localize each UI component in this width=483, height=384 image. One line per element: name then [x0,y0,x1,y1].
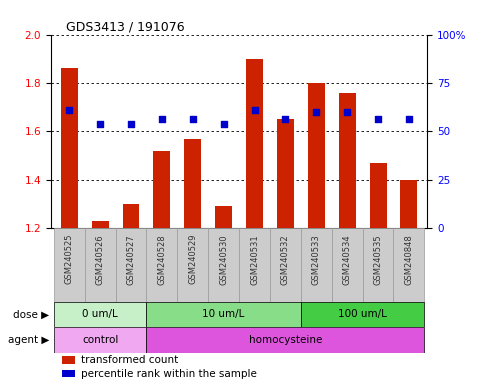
FancyBboxPatch shape [301,228,332,302]
Point [65,106,73,113]
FancyBboxPatch shape [363,228,394,302]
FancyBboxPatch shape [394,228,425,302]
Bar [92,221,109,228]
Bar [400,180,417,228]
Text: GSM240525: GSM240525 [65,234,74,285]
Text: agent ▶: agent ▶ [8,335,49,345]
Point [158,116,166,122]
Point [96,121,104,127]
FancyBboxPatch shape [332,228,363,302]
Bar [54,327,146,353]
Text: 10 um/L: 10 um/L [202,310,245,319]
Text: GSM240530: GSM240530 [219,234,228,285]
Point [405,116,413,122]
Bar [146,302,301,327]
Text: control: control [82,335,118,345]
Point [251,106,258,113]
FancyBboxPatch shape [85,228,115,302]
Bar [146,327,425,353]
FancyBboxPatch shape [177,228,208,302]
Bar [215,206,232,228]
Point [313,109,320,115]
Point [282,116,289,122]
FancyBboxPatch shape [54,228,85,302]
Text: GSM240535: GSM240535 [373,234,383,285]
Text: transformed count: transformed count [81,355,178,365]
Point [374,116,382,122]
Bar [369,163,386,228]
Text: 100 um/L: 100 um/L [338,310,387,319]
Bar [246,59,263,228]
Bar [308,83,325,228]
Point [343,109,351,115]
Point [189,116,197,122]
Bar [339,93,355,228]
Bar [123,204,140,228]
Bar [301,302,425,327]
FancyBboxPatch shape [208,228,239,302]
Bar [277,119,294,228]
Bar [54,302,146,327]
Text: GSM240848: GSM240848 [404,234,413,285]
Text: GDS3413 / 191076: GDS3413 / 191076 [66,20,185,33]
Text: percentile rank within the sample: percentile rank within the sample [81,369,257,379]
Bar [185,139,201,228]
Text: GSM240531: GSM240531 [250,234,259,285]
Text: dose ▶: dose ▶ [13,310,49,319]
Point [127,121,135,127]
Text: GSM240527: GSM240527 [127,234,136,285]
FancyBboxPatch shape [239,228,270,302]
Point [220,121,227,127]
Text: GSM240526: GSM240526 [96,234,105,285]
Text: 0 um/L: 0 um/L [82,310,118,319]
Text: GSM240529: GSM240529 [188,234,197,285]
FancyBboxPatch shape [146,228,177,302]
Bar [62,356,75,364]
FancyBboxPatch shape [115,228,146,302]
Bar [61,68,78,228]
Text: GSM240533: GSM240533 [312,234,321,285]
Bar [154,151,170,228]
Bar [62,370,75,377]
Text: homocysteine: homocysteine [249,335,322,345]
Text: GSM240534: GSM240534 [342,234,352,285]
Text: GSM240532: GSM240532 [281,234,290,285]
FancyBboxPatch shape [270,228,301,302]
Text: GSM240528: GSM240528 [157,234,166,285]
